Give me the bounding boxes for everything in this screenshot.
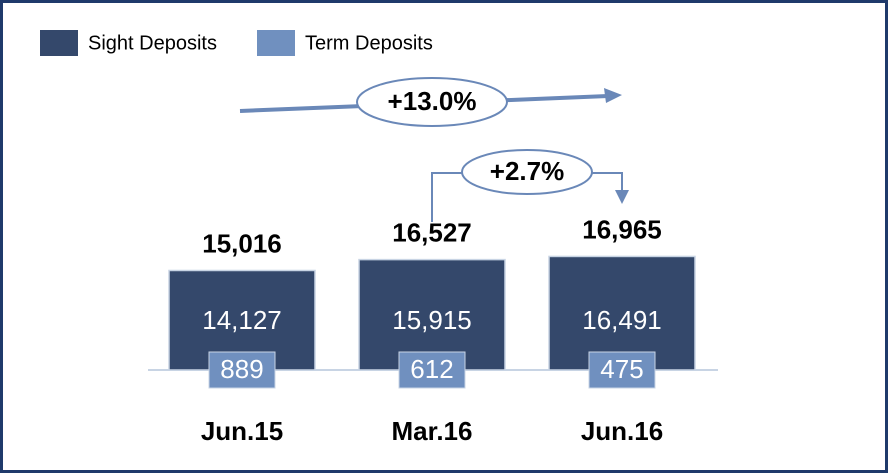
- bar: [208, 351, 276, 389]
- bar-label: 612: [410, 354, 453, 384]
- bar-label: 889: [220, 354, 263, 384]
- x-tick-label: Jun.15: [201, 416, 283, 446]
- x-tick-label: Mar.16: [392, 416, 473, 446]
- bar-label: 14,127: [202, 305, 282, 335]
- legend-label: Sight Deposits: [88, 32, 217, 54]
- legend-label: Term Deposits: [305, 32, 433, 54]
- bar: [588, 351, 656, 389]
- bar-label: 16,491: [582, 305, 662, 335]
- annotation-ellipse: [461, 149, 593, 195]
- bar: [398, 351, 466, 389]
- bar-label: 475: [600, 354, 643, 384]
- arrow-head: [615, 190, 629, 204]
- bar-label: 15,915: [392, 305, 472, 335]
- annotation: +13.0%: [388, 86, 477, 116]
- annotation: +2.7%: [490, 156, 564, 186]
- total-label: 16,965: [582, 214, 662, 244]
- arrow-head: [604, 88, 622, 103]
- legend-swatch: [40, 30, 78, 56]
- annotation-ellipse: [356, 77, 508, 127]
- bar: [548, 255, 696, 371]
- x-tick-label: Jun.16: [581, 416, 663, 446]
- total-label: 16,527: [392, 217, 472, 247]
- total-label: 15,016: [202, 228, 282, 258]
- legend-swatch: [257, 30, 295, 56]
